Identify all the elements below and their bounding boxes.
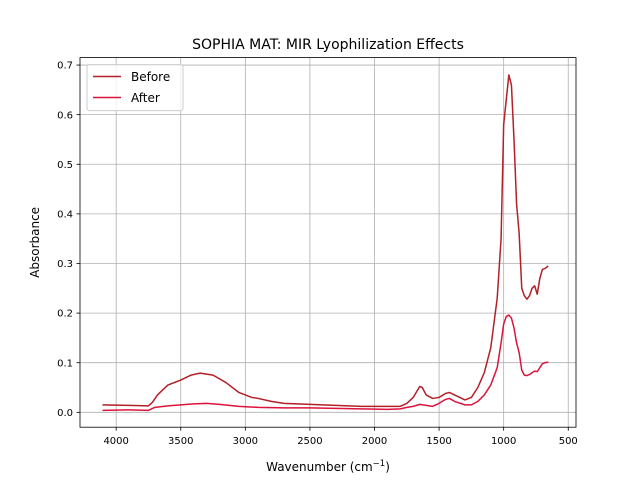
x-axis-label-superscript: −1 (373, 459, 386, 469)
y-tick-label: 0.7 (57, 61, 73, 72)
y-tick-label: 0.6 (57, 110, 73, 121)
y-tick-label: 0.2 (57, 309, 73, 320)
x-tick-label: 4000 (103, 436, 128, 447)
x-tick-label: 1000 (491, 436, 516, 447)
y-tick-label: 0.4 (57, 209, 73, 220)
x-tick-label: 2500 (297, 436, 322, 447)
y-axis-label: Absorbance (28, 207, 42, 278)
plot-frame (79, 57, 577, 428)
x-axis-label: Wavenumber (cm−1) (266, 459, 390, 474)
series-line-before (102, 74, 549, 408)
x-tick-label: 500 (559, 436, 578, 447)
x-axis-label-close: ) (385, 460, 390, 474)
x-tick-label: 1500 (426, 436, 451, 447)
legend: Before After (86, 64, 184, 112)
series-layer (102, 74, 549, 412)
x-axis-label-main: Wavenumber (cm (266, 460, 373, 474)
x-tick-label: 2000 (362, 436, 387, 447)
y-tick-label: 0.1 (57, 358, 73, 369)
legend-label-after: After (131, 91, 160, 105)
y-tick-label: 0.0 (57, 408, 73, 419)
legend-label-before: Before (131, 70, 170, 84)
x-tick-label: 3000 (233, 436, 258, 447)
y-tick-label: 0.5 (57, 160, 73, 171)
grid (80, 57, 576, 428)
series-line-after (102, 314, 549, 412)
y-axis: 0.0 0.1 0.2 0.3 0.4 0.5 0.6 0.7 (57, 61, 80, 419)
y-tick-label: 0.3 (57, 259, 73, 270)
x-tick-label: 3500 (168, 436, 193, 447)
x-axis: 4000 3500 3000 2500 2000 1500 1000 500 (103, 427, 578, 447)
chart-title: SOPHIA MAT: MIR Lyophilization Effects (192, 37, 464, 53)
